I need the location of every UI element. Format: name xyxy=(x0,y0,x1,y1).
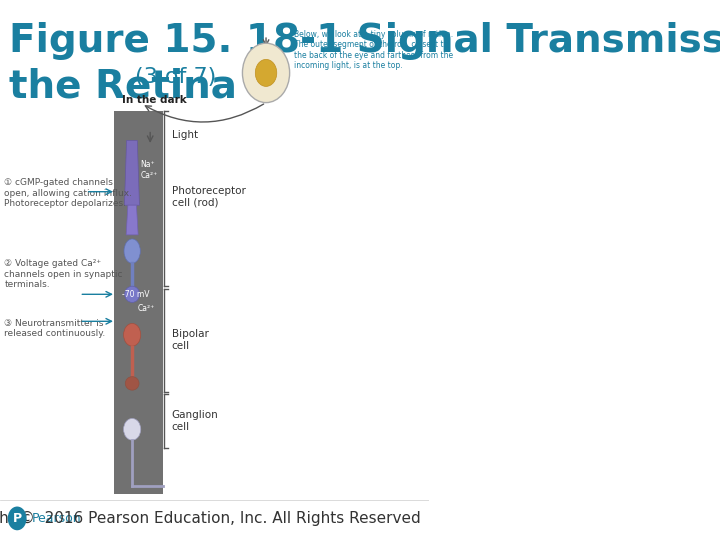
Ellipse shape xyxy=(124,418,140,440)
Text: Light: Light xyxy=(171,130,198,140)
Ellipse shape xyxy=(124,239,140,263)
Text: (3 of 7): (3 of 7) xyxy=(135,68,217,87)
Text: Below, we look at a tiny column of retina.
The outer segment of the rod, closest: Below, we look at a tiny column of retin… xyxy=(294,30,453,70)
Text: Copyright ©  2016 Pearson Education, Inc. All Rights Reserved: Copyright © 2016 Pearson Education, Inc.… xyxy=(0,511,420,526)
Text: Na⁺
Ca²⁺: Na⁺ Ca²⁺ xyxy=(140,160,158,180)
Ellipse shape xyxy=(125,286,140,302)
Circle shape xyxy=(8,507,27,530)
Text: ③ Neurotransmitter is
released continuously.: ③ Neurotransmitter is released continuou… xyxy=(4,319,106,338)
Text: Ca²⁺: Ca²⁺ xyxy=(138,305,155,313)
Text: Bipolar
cell: Bipolar cell xyxy=(171,329,209,351)
Text: Figure 15. 18-1 Signal Transmission in: Figure 15. 18-1 Signal Transmission in xyxy=(9,22,720,59)
Text: ① cGMP-gated channels
open, allowing cation influx.
Photoreceptor depolarizes.: ① cGMP-gated channels open, allowing cat… xyxy=(4,178,132,208)
Circle shape xyxy=(243,43,289,103)
Polygon shape xyxy=(125,140,140,205)
Text: P: P xyxy=(13,512,22,525)
Ellipse shape xyxy=(125,377,139,390)
Text: In the dark: In the dark xyxy=(122,95,187,105)
Text: ② Voltage gated Ca²⁺
channels open in synaptic
terminals.: ② Voltage gated Ca²⁺ channels open in sy… xyxy=(4,259,123,289)
Text: Pearson: Pearson xyxy=(32,512,82,525)
Text: Photoreceptor
cell (rod): Photoreceptor cell (rod) xyxy=(171,186,246,208)
Text: -70 mV: -70 mV xyxy=(122,290,150,299)
FancyBboxPatch shape xyxy=(114,111,163,494)
Text: Ganglion
cell: Ganglion cell xyxy=(171,410,218,432)
Ellipse shape xyxy=(124,323,140,346)
Polygon shape xyxy=(126,205,138,235)
Text: the Retina: the Retina xyxy=(9,68,236,105)
Circle shape xyxy=(256,59,276,86)
